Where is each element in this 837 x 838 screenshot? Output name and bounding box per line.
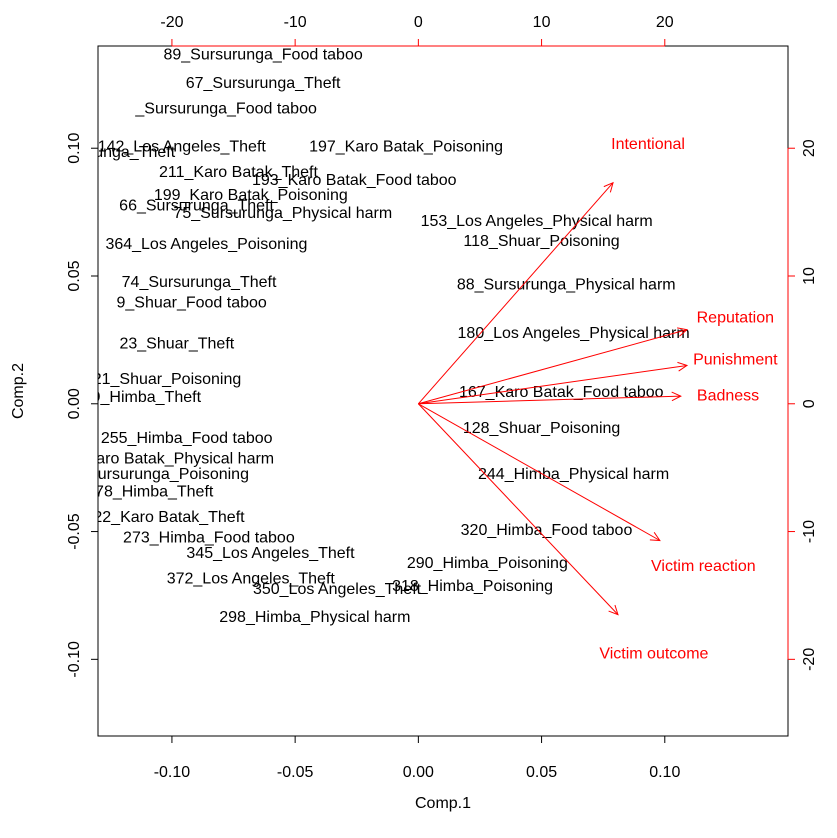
loading-arrow — [418, 395, 681, 405]
point-label: 199_Karo Batak_Poisoning — [154, 187, 348, 204]
point-label: 128_Shuar_Poisoning — [463, 420, 620, 437]
point-label: 350_Los Angeles_Theft — [253, 581, 422, 598]
top-tick-label: -20 — [160, 14, 183, 31]
right-tick-label: 20 — [801, 139, 818, 157]
loading-label: Victim reaction — [651, 558, 756, 575]
loading-label: Reputation — [697, 309, 774, 326]
left-tick-label: 0.00 — [66, 388, 83, 419]
bottom-tick-label: 0.10 — [649, 764, 680, 781]
point-label: _Sursurunga_Food taboo — [134, 100, 317, 117]
right-tick-label: -20 — [801, 648, 818, 671]
loading-arrow — [418, 403, 661, 541]
loading-label: Victim outcome — [599, 646, 708, 663]
loading-arrow — [418, 364, 688, 405]
point-label: 278_Himba_Theft — [86, 484, 214, 501]
loading-arrowhead — [677, 361, 689, 372]
point-label: urunga_Theft — [80, 144, 176, 161]
point-label: 244_Himba_Physical harm — [478, 466, 669, 483]
y-axis-title: Comp.2 — [10, 363, 27, 419]
point-label: 153_Los Angeles_Physical harm — [421, 213, 653, 230]
left-tick-label: -0.10 — [66, 641, 83, 678]
point-label: 9_Shuar_Food taboo — [116, 295, 266, 312]
loading-arrowhead — [603, 181, 614, 193]
bottom-tick-label: 0.00 — [403, 764, 434, 781]
left-tick-label: -0.05 — [66, 513, 83, 550]
point-label: 89_Sursurunga_Food taboo — [163, 47, 362, 64]
point-label: 142_Los Angeles_Theft — [98, 139, 267, 156]
loading-label: Punishment — [693, 352, 778, 369]
loading-label: Badness — [697, 388, 759, 405]
point-label: 211_Karo Batak_Theft — [159, 164, 318, 181]
point-label: 66_Sursurunga_Theft — [119, 197, 274, 214]
point-label: 193_Karo Batak_Food taboo — [252, 172, 457, 189]
bottom-tick-label: -0.05 — [277, 764, 314, 781]
loading-arrowhead — [649, 531, 661, 542]
right-tick-label: 0 — [801, 399, 818, 408]
point-label: 255_Himba_Food taboo — [101, 430, 273, 447]
top-tick-label: -10 — [284, 14, 307, 31]
bottom-tick-label: -0.10 — [154, 764, 191, 781]
point-label: 273_Himba_Food taboo — [123, 530, 295, 547]
loading-arrowhead — [671, 391, 682, 402]
point-label: 320_Himba_Food taboo — [461, 522, 633, 539]
point-label: 345_Los Angeles_Theft — [186, 545, 355, 562]
point-label: 206_Karo Batak_Physical harm — [50, 450, 274, 467]
top-tick-label: 20 — [656, 14, 674, 31]
point-label: 372_Los Angeles_Theft — [167, 571, 336, 588]
point-label: 239_Himba_Theft — [74, 389, 202, 406]
point-label: 23_Shuar_Theft — [119, 335, 234, 352]
loading-vectors: Intentional Reputation Punishment Badness Vi… — [417, 136, 778, 663]
point-label: 222_Karo Batak_Theft — [84, 509, 245, 526]
loading-arrow — [417, 403, 619, 615]
loading-arrow — [418, 329, 688, 405]
point-label: 75_Sursurunga_Physical harm — [173, 205, 392, 222]
top-axis: -20 -10 0 10 20 — [160, 14, 674, 47]
point-label: 298_Himba_Physical harm — [219, 609, 410, 626]
point-labels: 89_Sursurunga_Food taboo 67_Sursurunga_Th… — [50, 47, 690, 626]
top-tick-label: 0 — [414, 14, 423, 31]
x-axis-title: Comp.1 — [415, 795, 471, 812]
left-tick-label: 0.05 — [66, 260, 83, 291]
point-label: 364_Los Angeles_Poisoning — [105, 236, 307, 253]
loading-arrowhead — [677, 327, 689, 337]
right-axis: -20 -10 0 10 20 — [787, 139, 818, 671]
point-label: 197_Karo Batak_Poisoning — [309, 139, 503, 156]
point-label: 88_Sursurunga_Physical harm — [457, 277, 676, 294]
point-label: 180_Los Angeles_Physical harm — [458, 325, 690, 342]
loading-label: Intentional — [611, 136, 685, 153]
loading-arrow — [417, 182, 614, 405]
point-label: 64_Sursurunga_Poisoning — [60, 466, 249, 483]
right-tick-label: 10 — [801, 267, 818, 285]
point-label: 74_Sursurunga_Theft — [122, 274, 277, 291]
loading-arrowhead — [608, 604, 619, 616]
point-label: 290_Himba_Poisoning — [407, 555, 568, 572]
point-label: 167_Karo Batak_Food taboo — [459, 384, 664, 401]
point-label: 118_Shuar_Poisoning — [463, 233, 619, 250]
bottom-tick-label: 0.05 — [526, 764, 557, 781]
point-label: 318_Himba_Poisoning — [392, 578, 553, 595]
top-tick-label: 10 — [533, 14, 551, 31]
point-label: 67_Sursurunga_Theft — [186, 75, 341, 92]
point-label: 21_Shuar_Poisoning — [93, 371, 242, 388]
left-tick-label: 0.10 — [66, 133, 83, 164]
right-tick-label: -10 — [801, 520, 818, 543]
bottom-axis: -0.10 -0.05 0.00 0.05 0.10 — [154, 735, 680, 781]
left-axis: -0.10 -0.05 0.00 0.05 0.10 — [66, 133, 99, 678]
